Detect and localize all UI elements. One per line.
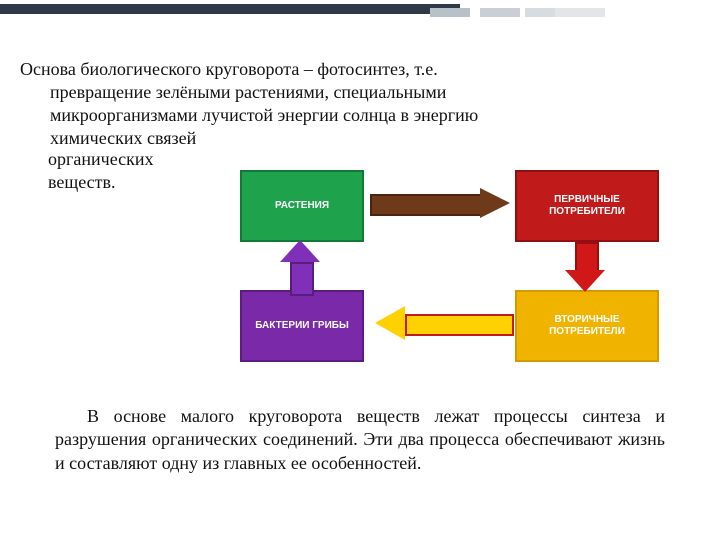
arrow-secondary-to-bacteria — [375, 306, 510, 340]
intro-tail: органических веществ. — [48, 148, 228, 194]
node-label: БАКТЕРИИ ГРИБЫ — [255, 320, 349, 332]
top-decor-seg — [480, 8, 520, 17]
intro-paragraph: Основа биологического круговорота – фото… — [20, 58, 690, 150]
intro-line: Основа биологического круговорота – фото… — [20, 58, 690, 81]
arrow-head-icon — [565, 270, 605, 292]
arrow-bacteria-to-plants — [280, 240, 320, 292]
arrow-shaft — [290, 262, 314, 296]
arrow-shaft — [370, 194, 484, 216]
cycle-diagram: РАСТЕНИЯ ПЕРВИЧНЫЕ ПОТРЕБИТЕЛИ БАКТЕРИИ … — [240, 170, 670, 380]
node-label: ВТОРИЧНЫЕ ПОТРЕБИТЕЛИ — [517, 314, 657, 338]
intro-line: превращение зелёными растениями, специал… — [20, 81, 690, 104]
node-secondary-consumers: ВТОРИЧНЫЕ ПОТРЕБИТЕЛИ — [515, 290, 659, 362]
node-label: ПЕРВИЧНЫЕ ПОТРЕБИТЕЛИ — [517, 194, 657, 218]
slide: Основа биологического круговорота – фото… — [0, 0, 720, 540]
intro-line: химических связей — [20, 127, 690, 150]
top-decor-seg — [430, 8, 470, 17]
arrow-primary-to-secondary — [565, 242, 605, 292]
top-decor-seg — [525, 8, 555, 17]
top-decor — [0, 0, 720, 34]
arrow-shaft — [405, 314, 514, 336]
outro-paragraph: В основе малого круговорота веществ лежа… — [55, 405, 665, 475]
node-plants: РАСТЕНИЯ — [240, 170, 364, 242]
node-bacteria-fungi: БАКТЕРИИ ГРИБЫ — [240, 290, 364, 362]
arrow-head-icon — [480, 188, 510, 218]
top-decor-seg — [555, 8, 605, 17]
intro-line: микроорганизмами лучистой энергии солнца… — [20, 104, 690, 127]
node-label: РАСТЕНИЯ — [275, 200, 329, 212]
arrow-head-icon — [280, 240, 320, 262]
arrow-plants-to-primary — [370, 188, 510, 218]
intro-tail-line: веществ. — [48, 171, 228, 194]
node-primary-consumers: ПЕРВИЧНЫЕ ПОТРЕБИТЕЛИ — [515, 170, 659, 242]
arrow-head-icon — [375, 306, 405, 340]
intro-tail-line: органических — [48, 148, 228, 171]
top-decor-main — [0, 4, 460, 14]
